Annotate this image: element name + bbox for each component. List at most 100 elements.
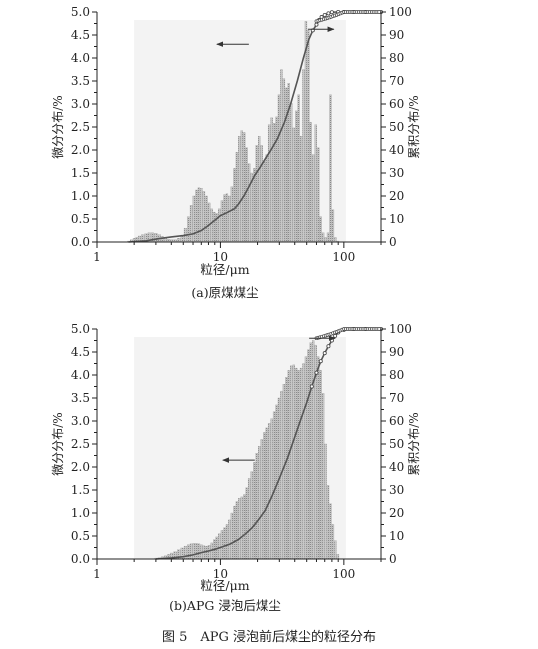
right-tick-label: 90 bbox=[389, 345, 404, 359]
diff-bar bbox=[285, 377, 288, 560]
diff-bar bbox=[297, 94, 300, 243]
diff-bar bbox=[233, 505, 236, 560]
diff-bar bbox=[282, 384, 286, 560]
diff-bar bbox=[299, 367, 303, 560]
right-tick-label: 0 bbox=[389, 235, 397, 249]
diff-bar bbox=[195, 543, 198, 560]
left-tick-label: 1.5 bbox=[71, 483, 90, 497]
diff-bar bbox=[223, 527, 226, 560]
x-tick-label: 100 bbox=[332, 250, 355, 264]
diff-bar bbox=[285, 87, 288, 243]
diff-bar bbox=[331, 524, 335, 560]
cumulative-marker bbox=[329, 10, 334, 15]
cumulative-marker bbox=[309, 384, 314, 389]
diff-bar bbox=[205, 195, 208, 243]
diff-bar bbox=[312, 340, 315, 560]
right-tick-label: 10 bbox=[389, 212, 404, 226]
diff-bar bbox=[189, 205, 193, 243]
diff-bar bbox=[287, 370, 290, 560]
diff-bar bbox=[324, 237, 327, 243]
left-tick-label: 1.0 bbox=[71, 506, 90, 520]
left-tick-label: 3.0 bbox=[71, 97, 90, 111]
diff-bar bbox=[197, 543, 201, 560]
left-tick-label: 2.5 bbox=[71, 120, 90, 134]
diff-bar bbox=[240, 496, 243, 560]
right-tick-label: 70 bbox=[389, 391, 404, 405]
diff-bar bbox=[270, 117, 273, 243]
left-tick-label: 3.0 bbox=[71, 414, 90, 428]
diff-bar bbox=[255, 453, 258, 560]
left-tick-label: 1.0 bbox=[71, 189, 90, 203]
diff-bar bbox=[207, 202, 211, 243]
diff-bar bbox=[247, 478, 251, 560]
plot-b: 0.0 0.5 1.0 1.5 2.0 2.5 3.0 3.5 4.0 4.5 5.0 0 10 20 30… bbox=[51, 322, 421, 613]
right-tick-label: 90 bbox=[389, 28, 404, 42]
left-tick-label: 4.0 bbox=[71, 51, 90, 65]
diff-bar bbox=[213, 211, 216, 243]
diff-bar bbox=[186, 216, 190, 243]
diff-bar bbox=[238, 498, 241, 560]
cumulative-marker bbox=[377, 10, 382, 14]
left-tick-label: 3.5 bbox=[71, 74, 90, 88]
diff-bar bbox=[336, 554, 340, 560]
diff-bar bbox=[295, 110, 298, 243]
diff-bar bbox=[324, 443, 327, 560]
diff-bar bbox=[238, 136, 241, 243]
x-tick-label: 10 bbox=[213, 250, 228, 264]
left-tick-label: 0.0 bbox=[71, 235, 90, 249]
cumulative-marker bbox=[322, 12, 327, 17]
left-tick-label: 2.0 bbox=[71, 460, 90, 474]
diff-bar bbox=[321, 393, 325, 560]
cumulative-marker bbox=[326, 344, 331, 349]
diff-bar bbox=[290, 365, 293, 560]
diff-bar bbox=[210, 208, 213, 243]
diff-bar bbox=[235, 152, 238, 243]
cumulative-marker bbox=[333, 333, 338, 338]
diff-bar bbox=[230, 512, 234, 560]
cumulative-marker bbox=[318, 359, 323, 364]
diff-bar bbox=[280, 69, 283, 243]
diff-bar bbox=[177, 238, 181, 243]
left-tick-label: 4.5 bbox=[71, 345, 90, 359]
left-tick-label: 4.0 bbox=[71, 368, 90, 382]
diff-bar bbox=[275, 116, 278, 243]
diff-bar bbox=[267, 423, 271, 560]
diff-bar bbox=[309, 342, 312, 560]
diff-bar bbox=[207, 545, 211, 560]
diff-bar bbox=[317, 356, 320, 560]
diff-bar bbox=[255, 145, 258, 243]
diff-bar bbox=[253, 462, 256, 560]
subplot-caption: (b)APG 浸泡后煤尘 bbox=[169, 598, 281, 613]
right-tick-label: 20 bbox=[389, 506, 404, 520]
diff-bar bbox=[243, 132, 246, 243]
diff-bar bbox=[262, 161, 266, 243]
cumulative-marker bbox=[322, 351, 327, 356]
diff-bar bbox=[302, 69, 305, 243]
diff-bar bbox=[319, 216, 322, 243]
left-tick-label: 2.0 bbox=[71, 143, 90, 157]
diff-bar bbox=[277, 94, 281, 243]
diff-bar bbox=[312, 154, 315, 243]
plot-a: 0.0 0.5 1.0 1.5 2.0 2.5 3.0 3.5 4.0 4.5 5.0 0 10 20 30… bbox=[51, 5, 421, 300]
diff-bar bbox=[223, 194, 226, 243]
diff-bar bbox=[225, 193, 229, 243]
left-tick-label: 0.5 bbox=[71, 212, 90, 226]
diff-bar bbox=[195, 189, 198, 243]
diff-bar bbox=[218, 208, 221, 243]
left-tick-label: 4.5 bbox=[71, 28, 90, 42]
diff-bar bbox=[258, 446, 261, 560]
right-tick-label: 50 bbox=[389, 120, 404, 134]
diff-bar bbox=[321, 232, 325, 243]
diff-bar bbox=[220, 530, 224, 560]
diff-bar bbox=[282, 78, 286, 243]
diff-bar bbox=[334, 540, 337, 560]
diff-bar bbox=[260, 145, 263, 243]
subplot-caption: (a)原煤煤尘 bbox=[191, 285, 258, 300]
diff-bar bbox=[197, 187, 201, 243]
diff-bar bbox=[290, 102, 293, 243]
right-tick-label: 80 bbox=[389, 51, 404, 65]
right-tick-label: 70 bbox=[389, 74, 404, 88]
cumulative-marker bbox=[329, 338, 334, 343]
diff-bar bbox=[302, 363, 305, 560]
